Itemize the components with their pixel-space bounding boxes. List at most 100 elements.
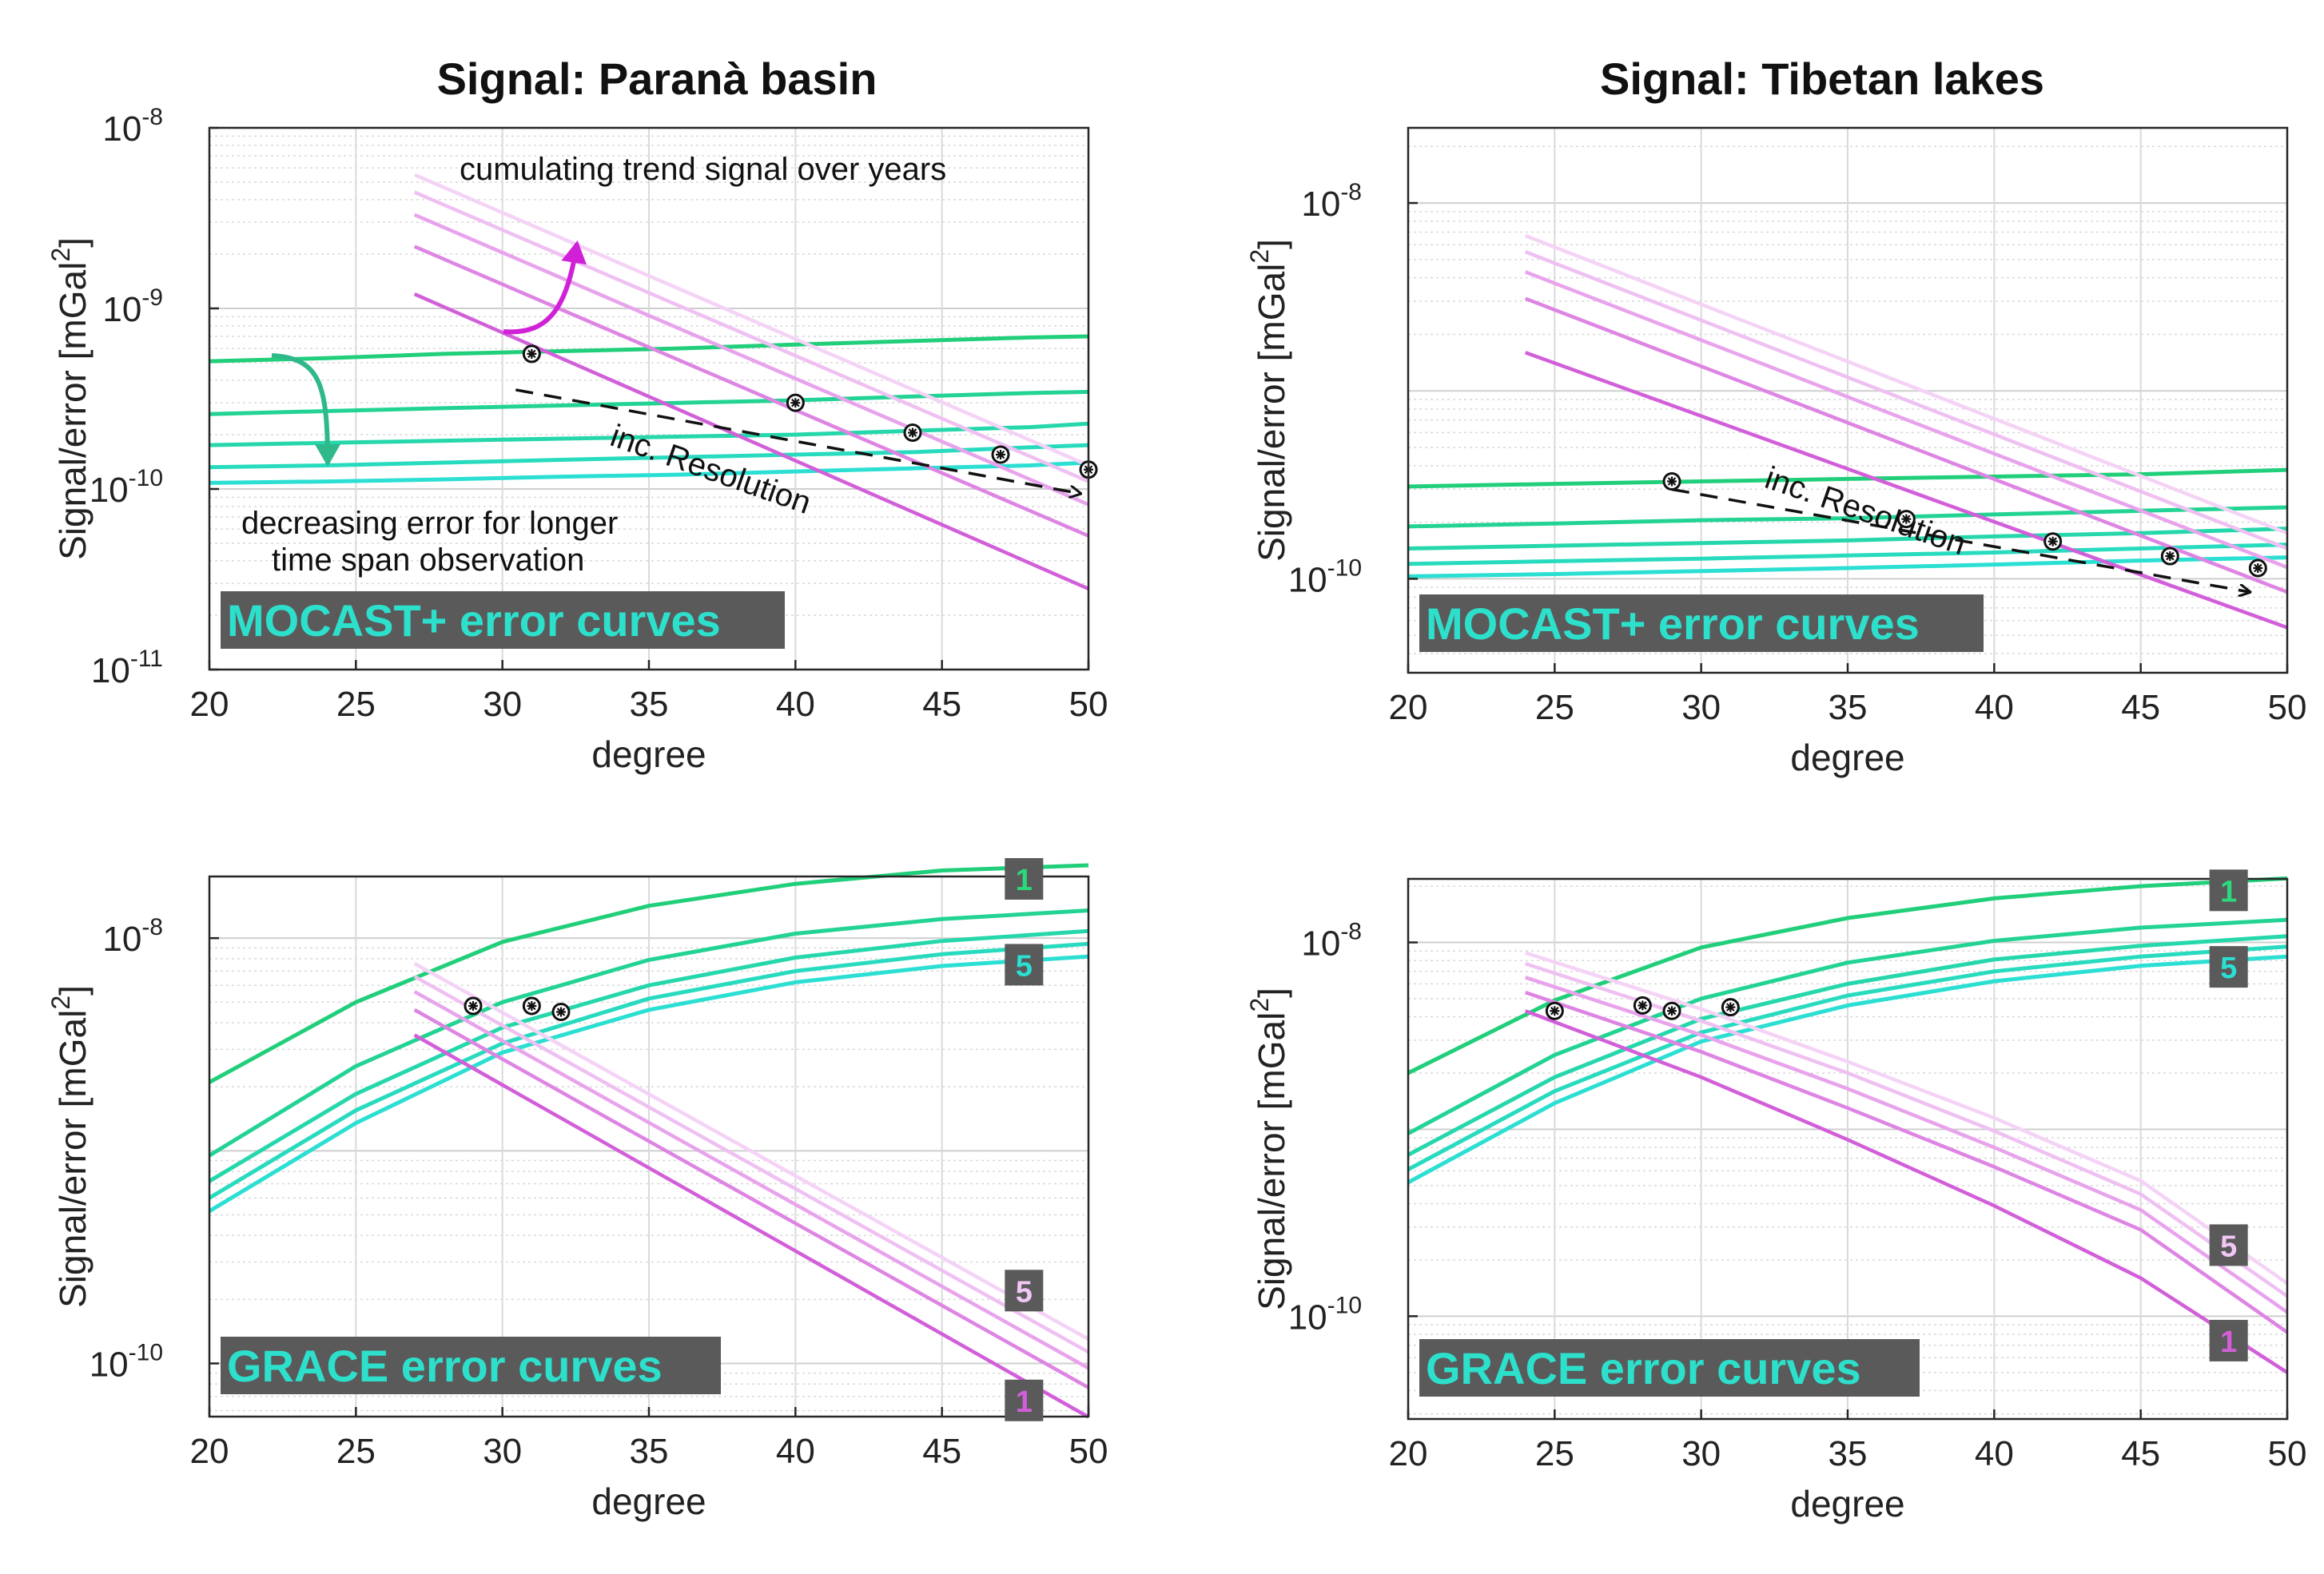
y-tick-base: 10 [90, 1345, 129, 1384]
signal-curve-1 [1524, 351, 2288, 630]
x-axis-label: degree [591, 1481, 706, 1522]
error-curves-label: MOCAST+ error curves [1426, 598, 1920, 649]
x-tick-label: 25 [336, 1432, 376, 1471]
error-curve-4 [1407, 543, 2288, 566]
error-curves-label-box [1419, 594, 1984, 652]
parana-annotations: cumulating trend signal over years decrea… [241, 152, 946, 578]
y-axis-label-sup: 2 [1245, 998, 1274, 1012]
error-curve-4 [209, 443, 1089, 470]
error-curve-3 [1407, 934, 2288, 1157]
badge-box [1005, 944, 1044, 986]
signal-curve-2 [1524, 296, 2288, 594]
y-tick-label: 10-11 [91, 646, 163, 690]
chart-panel-grace-parana: 20 25 30 35 40 45 5010-810-10degreeSignal/erro… [46, 857, 1108, 1522]
y-axis-label-text: Signal/error [mGal [1251, 264, 1292, 562]
badge-box [1005, 857, 1044, 900]
marker-star [527, 348, 537, 359]
y-tick-exp: -8 [141, 914, 163, 940]
y-tick-base: 10 [1288, 1298, 1327, 1337]
error-curve-5 [208, 954, 1089, 1214]
marker-star [1667, 1006, 1677, 1016]
signal-curve-3 [1525, 976, 2289, 1314]
y-tick-label: 10-8 [102, 104, 163, 149]
resolution-arrow [515, 388, 1080, 494]
chart-panel-grace-tibet: 20 25 30 35 40 45 5010-810-10degreeSignal/erro… [1245, 869, 2306, 1524]
x-tick-label: 30 [1681, 688, 1721, 727]
marker-star [790, 398, 801, 408]
y-axis-label: Signal/error [mGal2] [1245, 988, 1292, 1310]
y-tick-base: 10 [102, 920, 141, 959]
x-tick-label: 35 [630, 685, 669, 724]
x-tick-label: 50 [1069, 685, 1108, 724]
y-axis-label-text: Signal/error [mGal [52, 262, 94, 560]
error-curves-label: GRACE error curves [227, 1341, 663, 1391]
x-tick-label: 50 [1069, 1432, 1108, 1471]
intersection-marker [551, 1002, 571, 1021]
signal-curve-4 [1524, 250, 2288, 551]
marker-star [527, 1001, 537, 1012]
marker-star [1725, 1002, 1736, 1012]
y-axis-label-sup: 2 [1245, 249, 1274, 264]
signal-curve-3 [413, 213, 1089, 507]
intersection-marker [786, 393, 805, 412]
signal-curve-4 [413, 190, 1089, 483]
curve-index-badge: 1 [1005, 1379, 1044, 1421]
signal-curve-3 [413, 990, 1090, 1370]
intersection-marker [522, 344, 541, 364]
x-tick-label: 20 [190, 685, 229, 724]
y-tick-base: 10 [1288, 560, 1327, 599]
intersection-marker [1633, 996, 1652, 1015]
signal-growth-arrow [503, 240, 587, 335]
y-tick-exp: -10 [129, 465, 163, 491]
marker-star [2253, 563, 2263, 574]
y-tick-label: 10-9 [102, 284, 163, 329]
badge-label: 1 [1016, 864, 1033, 897]
y-tick-exp: -8 [141, 104, 163, 130]
y-tick-base: 10 [90, 471, 129, 510]
y-tick-label: 10-10 [90, 465, 163, 510]
badge-label: 5 [1016, 1275, 1033, 1309]
y-tick-label: 10-8 [1301, 919, 1362, 964]
error-curve-5 [1407, 555, 2288, 578]
error-curves-label-box [221, 591, 785, 649]
badge-box [1005, 1270, 1044, 1312]
error-note-line-2: time span observation [272, 543, 584, 578]
badge-box [2209, 1224, 2248, 1266]
error-curve-4 [208, 941, 1089, 1200]
y-tick-label: 10-8 [1301, 179, 1362, 224]
x-tick-label: 35 [630, 1432, 669, 1471]
intersection-marker [1662, 471, 1681, 491]
x-tick-label: 25 [1535, 1434, 1574, 1473]
y-tick-exp: -10 [1327, 1292, 1362, 1318]
badge-label: 5 [2220, 1230, 2237, 1263]
x-tick-label: 50 [2268, 688, 2307, 727]
x-tick-label: 50 [2268, 1434, 2307, 1473]
signal-curve-1 [1524, 1009, 2289, 1374]
badge-box [1005, 1379, 1044, 1421]
y-tick-exp: -8 [1340, 919, 1362, 945]
marker-star [1901, 514, 1912, 524]
y-axis-label: Signal/error [mGal2] [46, 985, 94, 1308]
intersection-marker [2160, 547, 2179, 566]
y-tick-base: 10 [1301, 185, 1340, 224]
badge-label: 1 [2220, 1326, 2237, 1359]
y-axis-label: Signal/error [mGal2] [1245, 239, 1292, 562]
marker-star [1638, 1000, 1648, 1011]
error-decrease-arrow [271, 353, 340, 467]
x-tick-label: 20 [190, 1432, 229, 1471]
y-axis-label-close: ] [52, 237, 94, 248]
y-tick-base: 10 [102, 290, 141, 329]
error-curve-5 [209, 460, 1089, 485]
marker-star [2165, 551, 2175, 562]
intersection-marker [2248, 558, 2267, 578]
x-tick-label: 45 [2121, 1434, 2160, 1473]
badge-label: 1 [1016, 1385, 1033, 1419]
curve-index-badge: 1 [2209, 1319, 2248, 1361]
error-curve-1 [208, 863, 1089, 1084]
signal-curve-3 [1524, 270, 2288, 570]
x-tick-label: 40 [776, 685, 815, 724]
error-note-line-1: decreasing error for longer [241, 506, 618, 541]
intersection-marker [1721, 998, 1740, 1017]
